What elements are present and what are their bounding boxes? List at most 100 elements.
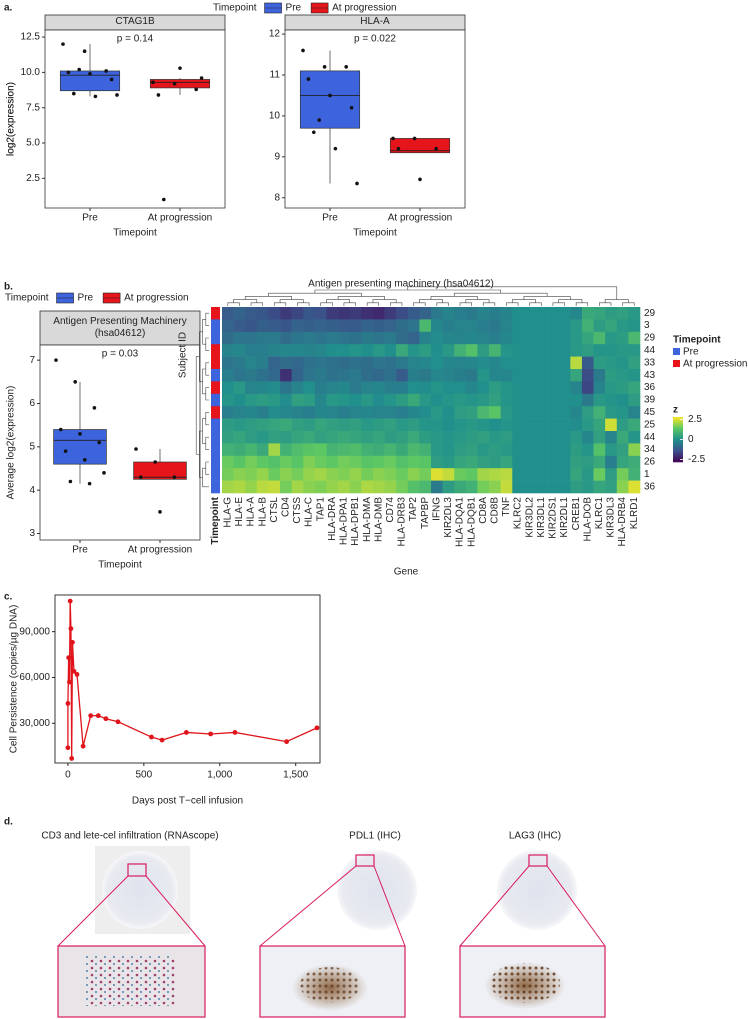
facet-title: Antigen Presenting Machinery (hsa04612) — [53, 315, 187, 340]
dendrogram — [297, 302, 310, 306]
heatmap-cell — [442, 307, 455, 320]
p-value: p = 0.03 — [102, 349, 139, 360]
heatmap-cell — [268, 319, 281, 333]
heatmap-cell — [500, 480, 513, 494]
heatmap-cell — [489, 443, 501, 457]
heatmap-cell — [222, 344, 234, 357]
heatmap-cell — [303, 393, 316, 407]
heatmap-cell — [605, 480, 618, 494]
heatmap-cell — [245, 356, 258, 370]
dendrogram — [244, 296, 292, 300]
heatmap-cell — [384, 431, 397, 444]
legend-label: At progression — [124, 293, 188, 304]
legend-label: Pre — [683, 347, 699, 358]
heatmap-cell — [419, 331, 432, 345]
dendrogram — [202, 418, 206, 444]
heatmap-cell — [465, 418, 478, 432]
heatmap-cell — [396, 418, 409, 432]
zoom-box — [528, 854, 548, 867]
heatmap-cell — [349, 431, 362, 444]
heatmap-cell — [291, 431, 304, 444]
heatmap-cell — [291, 319, 304, 333]
heatmap-title: Antigen presenting machinery (hsa04612) — [308, 279, 494, 290]
heatmap-cell — [442, 406, 455, 419]
heatmap-cell — [338, 331, 351, 345]
heatmap-cell — [268, 356, 281, 370]
column-label: HLA-DMB — [373, 497, 384, 542]
heatmap-cell — [558, 406, 571, 419]
data-point — [87, 481, 92, 486]
x-tick-label: Pre — [322, 213, 338, 224]
heatmap-cell — [291, 406, 304, 419]
plot-panel — [54, 594, 321, 764]
heatmap-cell — [489, 356, 501, 370]
data-point — [312, 130, 316, 135]
column-label: KIR2DS1 — [548, 497, 559, 539]
heatmap-cell — [280, 381, 292, 395]
heatmap-cell — [291, 443, 304, 457]
heatmap-cell — [280, 369, 292, 382]
heatmap-cell — [431, 369, 443, 382]
legend-label: Pre — [286, 3, 302, 14]
data-point — [355, 181, 359, 186]
heatmap-cell — [616, 307, 629, 320]
heatmap-cell — [407, 307, 420, 320]
heatmap-cell — [581, 480, 594, 494]
heatmap-cell — [570, 468, 583, 481]
heatmap-cell — [477, 356, 490, 370]
heatmap-cell — [558, 455, 571, 469]
heatmap-cell — [581, 393, 594, 407]
heatmap-cell — [268, 480, 281, 494]
heatmap-cell — [303, 319, 316, 333]
heatmap-cell — [593, 319, 606, 333]
heatmap-cell — [233, 455, 246, 469]
heatmap-cell — [326, 369, 339, 382]
heatmap-cell — [489, 455, 501, 469]
heatmap-cell — [500, 406, 513, 419]
column-label: CD8A — [478, 497, 489, 524]
column-label: IFNG — [431, 497, 442, 521]
heatmap-cell — [396, 455, 409, 469]
data-point — [74, 672, 80, 677]
heatmap-cell — [454, 319, 467, 333]
annotation-cell — [211, 418, 220, 432]
heatmap-cell — [233, 443, 246, 457]
x-tick-label: Pre — [72, 545, 88, 556]
heatmap-cell — [314, 455, 327, 469]
heatmap-cell — [570, 369, 583, 382]
heatmap-cell — [396, 356, 409, 370]
heatmap-cell — [384, 393, 397, 407]
heatmap-cell — [593, 331, 606, 345]
row-label: 3 — [644, 320, 650, 331]
data-point — [344, 65, 349, 69]
data-point — [69, 756, 75, 761]
legend-label: At progression — [332, 3, 396, 14]
dendrogram — [227, 302, 240, 306]
heatmap-cell — [303, 418, 316, 432]
heatmap-cell — [547, 344, 560, 357]
y-axis-label: Average log2(expression) — [6, 386, 17, 500]
heatmap-cell — [512, 307, 525, 320]
heatmap-cell — [477, 344, 490, 357]
colorbar-tick-label: -2.5 — [688, 454, 706, 465]
zoom-texture — [490, 963, 560, 1003]
heatmap-cell — [431, 480, 443, 494]
heatmap-cell — [628, 418, 641, 432]
column-label: KLRC1 — [594, 497, 605, 530]
heatmap-cell — [222, 431, 234, 444]
heatmap-cell — [593, 468, 606, 481]
zoom-texture — [85, 956, 175, 1006]
heatmap-cell — [593, 307, 606, 320]
heatmap-cell — [396, 443, 409, 457]
y-tick-label: 10 — [269, 111, 281, 122]
column-label: HLA-DRA — [327, 497, 338, 541]
heatmap-cell — [593, 381, 606, 395]
heatmap-cell — [372, 431, 385, 444]
heatmap-cell — [372, 418, 385, 432]
heatmap-cell — [245, 381, 258, 395]
heatmap-cell — [547, 406, 560, 419]
heatmap-cell — [558, 369, 571, 382]
heatmap-cell — [372, 369, 385, 382]
y-tick-label: 4 — [29, 485, 35, 496]
heatmap-cell — [605, 331, 618, 345]
